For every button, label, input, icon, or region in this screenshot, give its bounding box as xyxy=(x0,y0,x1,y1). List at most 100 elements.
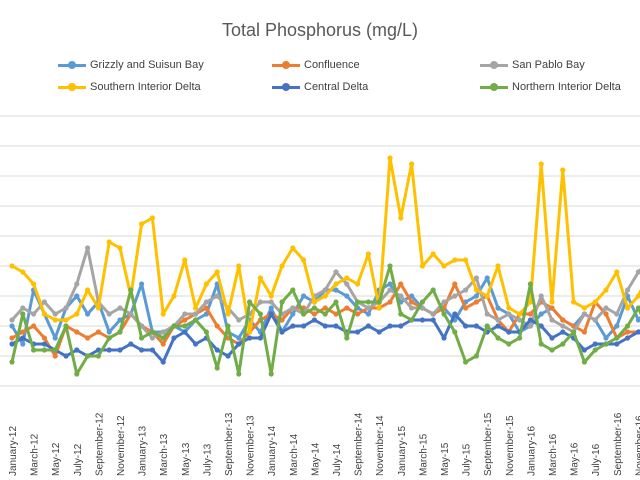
data-point xyxy=(63,323,69,329)
data-point xyxy=(290,287,296,293)
x-tick-label: September-12 xyxy=(94,412,105,476)
data-point xyxy=(290,311,296,317)
data-point xyxy=(9,341,15,347)
data-point xyxy=(160,359,166,365)
data-point xyxy=(365,251,371,257)
data-point xyxy=(182,311,188,317)
x-tick-label: July-15 xyxy=(462,443,473,476)
data-point xyxy=(290,323,296,329)
data-point xyxy=(484,323,490,329)
data-point xyxy=(452,293,458,299)
data-point xyxy=(592,341,598,347)
data-point xyxy=(560,317,566,323)
data-point xyxy=(344,293,350,299)
x-tick-label: January-13 xyxy=(138,426,149,476)
data-point xyxy=(344,275,350,281)
data-point xyxy=(484,275,490,281)
data-point xyxy=(430,287,436,293)
data-point xyxy=(225,353,231,359)
data-point xyxy=(182,257,188,263)
x-tick-label: July-12 xyxy=(73,443,84,476)
data-point xyxy=(473,323,479,329)
data-point xyxy=(527,311,534,317)
data-point xyxy=(603,287,609,293)
data-point xyxy=(268,293,274,299)
data-point xyxy=(625,335,631,341)
data-point xyxy=(430,317,436,323)
data-point xyxy=(52,347,58,353)
data-point xyxy=(20,341,26,347)
data-point xyxy=(517,317,523,323)
data-point xyxy=(85,311,91,317)
data-point xyxy=(52,335,58,341)
data-point xyxy=(581,347,588,353)
data-point xyxy=(333,281,339,287)
data-point xyxy=(560,323,566,329)
data-point xyxy=(635,329,640,335)
data-point xyxy=(171,293,177,299)
data-point xyxy=(149,215,155,221)
legend-swatch xyxy=(272,82,300,92)
x-tick-label: January-16 xyxy=(526,426,537,476)
data-point xyxy=(160,335,166,341)
data-point xyxy=(225,323,231,329)
data-point xyxy=(74,371,80,377)
data-point xyxy=(333,287,339,293)
legend-item: Southern Interior Delta xyxy=(58,78,201,96)
data-point xyxy=(527,281,534,287)
data-point xyxy=(333,269,339,275)
legend-label: Southern Interior Delta xyxy=(90,81,201,93)
data-point xyxy=(592,317,598,323)
data-point xyxy=(20,335,26,341)
legend-item: Grizzly and Suisun Bay xyxy=(58,56,204,74)
data-point xyxy=(182,323,188,329)
legend-item: Confluence xyxy=(272,56,360,74)
data-point xyxy=(85,245,91,251)
data-point xyxy=(603,335,609,341)
data-point xyxy=(333,299,339,305)
data-point xyxy=(301,323,307,329)
data-point xyxy=(95,305,101,311)
x-tick-label: November-16 xyxy=(634,415,640,476)
data-point xyxy=(247,329,253,335)
data-point xyxy=(376,305,382,311)
data-point xyxy=(95,329,101,335)
data-point xyxy=(495,335,501,341)
data-point xyxy=(473,275,479,281)
data-point xyxy=(214,323,220,329)
data-point xyxy=(128,341,134,347)
data-point xyxy=(214,293,220,299)
legend-swatch xyxy=(58,60,86,70)
data-point xyxy=(365,311,371,317)
data-point xyxy=(387,263,393,269)
data-point xyxy=(74,281,80,287)
data-point xyxy=(473,353,479,359)
data-point xyxy=(171,323,177,329)
x-tick-label: March-14 xyxy=(289,433,300,476)
data-point xyxy=(117,347,123,353)
data-point xyxy=(106,347,112,353)
x-tick-label: September-16 xyxy=(613,412,624,476)
data-point xyxy=(182,317,188,323)
x-tick-label: September-13 xyxy=(224,412,235,476)
x-tick-label: March-13 xyxy=(159,433,170,476)
data-point xyxy=(139,281,145,287)
data-point xyxy=(441,299,447,305)
data-point xyxy=(9,263,15,269)
data-point xyxy=(538,323,544,329)
x-tick-label: November-14 xyxy=(375,415,386,476)
data-point xyxy=(495,323,501,329)
data-point xyxy=(473,287,479,293)
data-point xyxy=(301,293,307,299)
data-point xyxy=(603,311,609,317)
data-point xyxy=(441,335,447,341)
data-point xyxy=(214,269,220,275)
data-point xyxy=(236,341,242,347)
data-point xyxy=(182,329,188,335)
data-point xyxy=(560,167,566,173)
data-point xyxy=(117,329,123,335)
x-tick-label: March-12 xyxy=(30,433,41,476)
data-point xyxy=(495,305,501,311)
data-point xyxy=(301,257,307,263)
data-point xyxy=(625,287,631,293)
